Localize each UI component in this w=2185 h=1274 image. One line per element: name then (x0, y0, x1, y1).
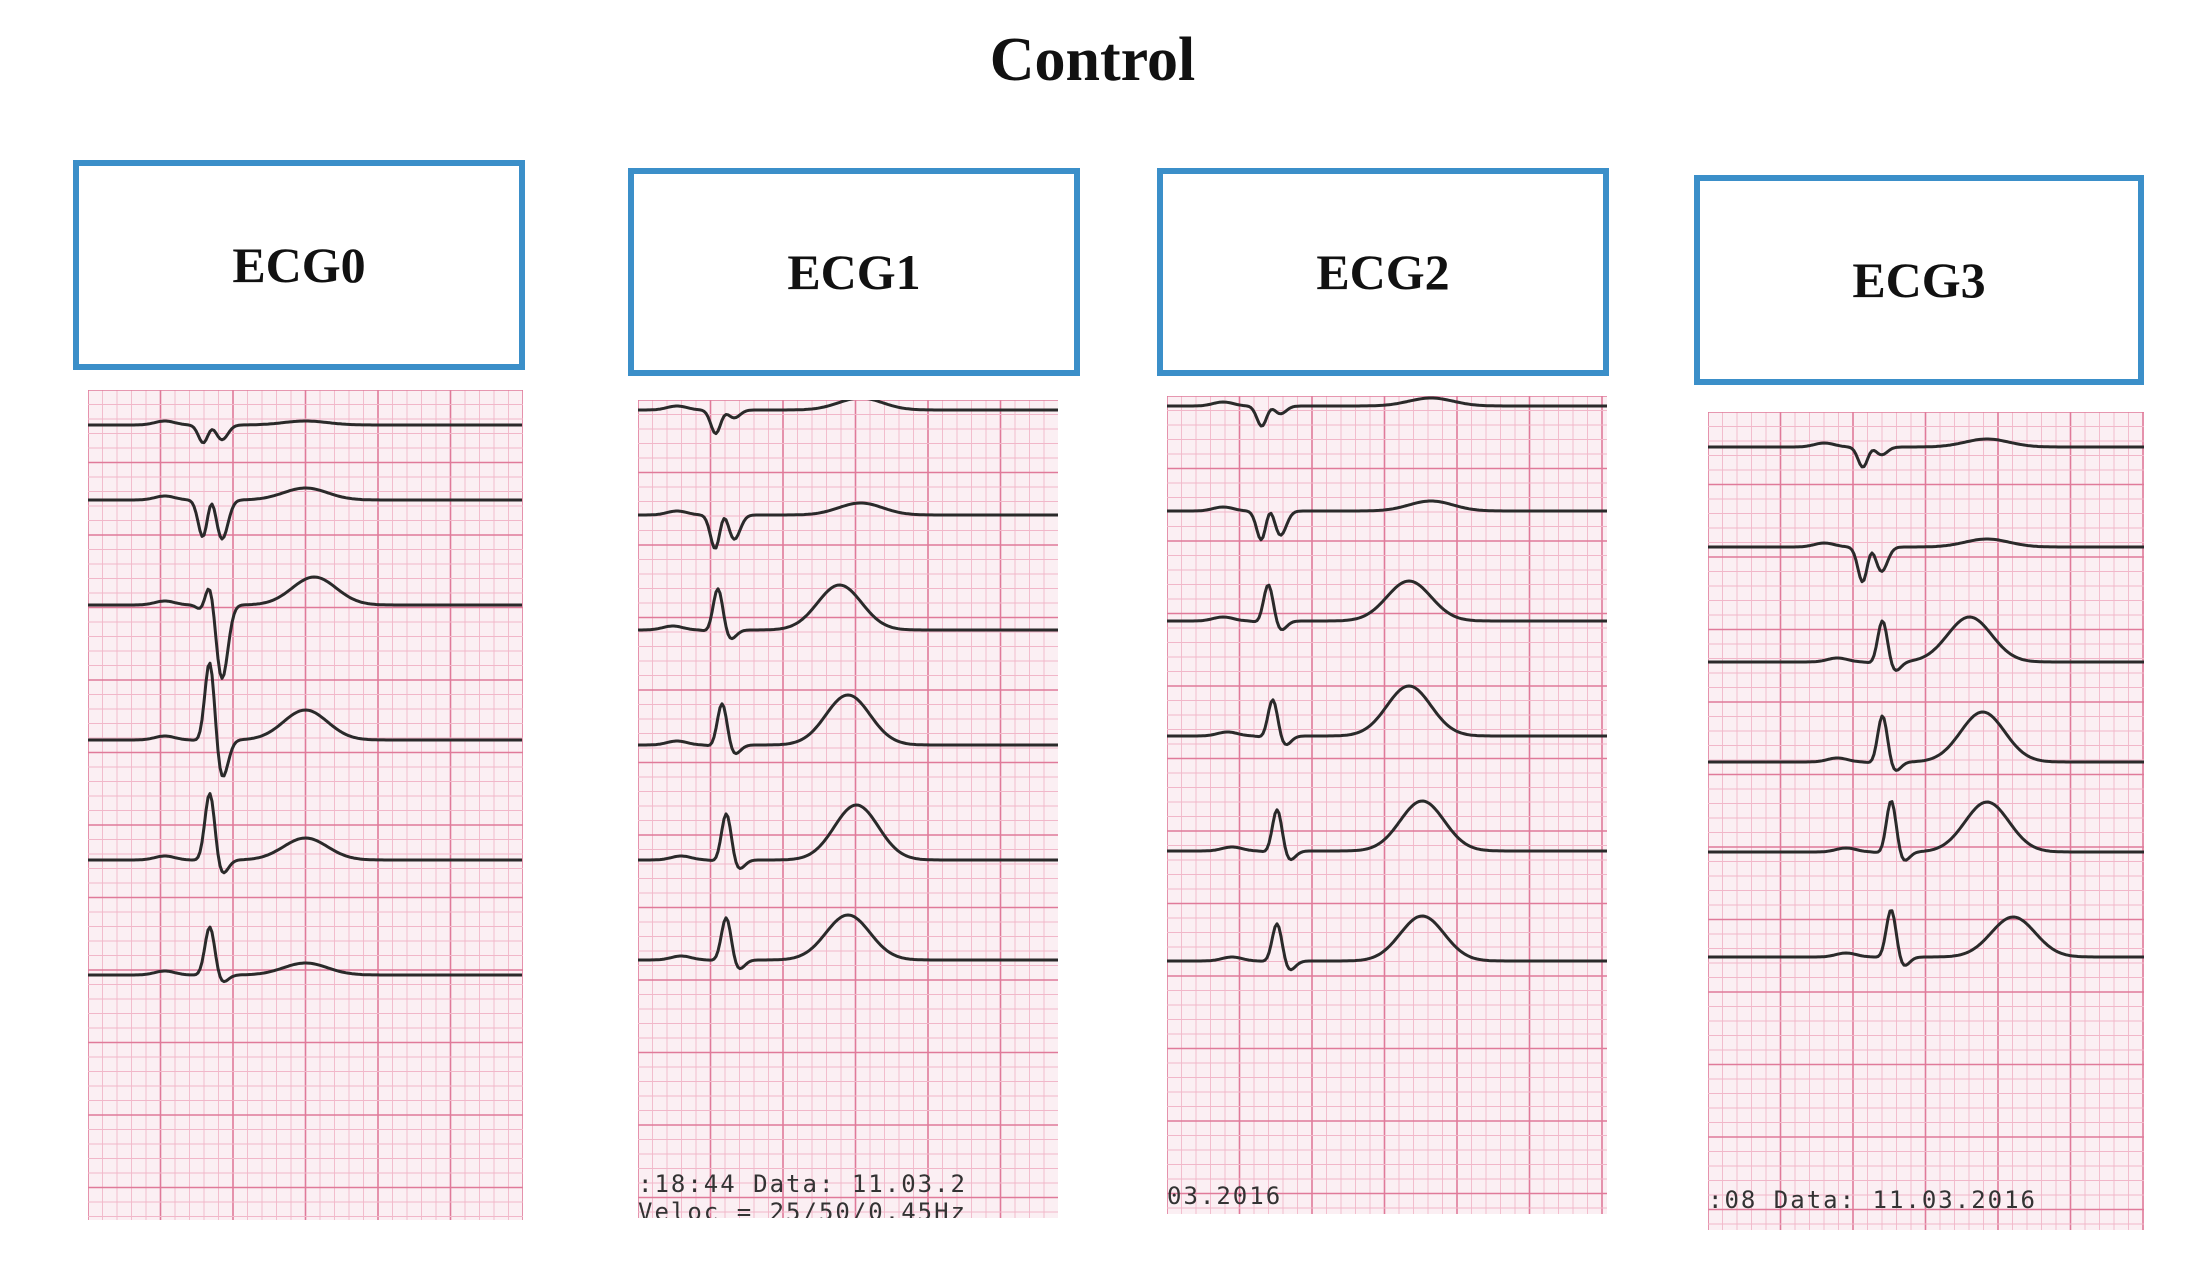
ecg3-trace-2 (1708, 537, 2144, 584)
ecg2-strip: 03.2016 (1167, 396, 1607, 1214)
ecg0-trace-1 (88, 419, 522, 445)
ecg3-trace-5 (1708, 800, 2144, 862)
ecg0-trace-5 (88, 792, 522, 875)
ecg2-footer-line-1: 03.2016 (1167, 1182, 1283, 1210)
ecg3-paper (1708, 412, 2144, 1230)
ecg2-trace-6 (1167, 914, 1607, 972)
ecg1-trace-4 (638, 693, 1058, 756)
ecg2-label-box: ECG2 (1157, 168, 1609, 376)
ecg1-paper (638, 400, 1058, 1218)
ecg3-label: ECG3 (1852, 252, 1986, 308)
ecg1-grid (638, 400, 1058, 1218)
ecg3-trace-3 (1708, 615, 2144, 672)
ecg2-trace-2 (1167, 499, 1607, 542)
ecg3-trace-4 (1708, 710, 2144, 772)
ecg2-paper (1167, 396, 1607, 1214)
ecg1-trace-6 (638, 913, 1058, 971)
ecg1-label: ECG1 (787, 244, 921, 300)
ecg0-trace-2 (88, 486, 522, 541)
ecg2-label: ECG2 (1316, 244, 1450, 300)
ecg0-trace-4 (88, 661, 522, 778)
ecg1-footer-line-1: :18:44 Data: 11.03.2 (638, 1170, 967, 1198)
ecg1-label-box: ECG1 (628, 168, 1080, 376)
ecg3-footer-line-1: :08 Data: 11.03.2016 (1708, 1186, 2037, 1214)
ecg2-trace-3 (1167, 579, 1607, 631)
ecg3-trace-6 (1708, 909, 2144, 967)
ecg2-trace-1 (1167, 396, 1607, 428)
ecg1-strip: :18:44 Data: 11.03.2 Veloc = 25/50/0.45H… (638, 400, 1058, 1218)
page-title: Control (989, 26, 1196, 94)
ecg0-label-box: ECG0 (73, 160, 525, 370)
ecg2-trace-4 (1167, 684, 1607, 747)
ecg1-trace-3 (638, 583, 1058, 641)
ecg1-trace-2 (638, 501, 1058, 550)
ecg0-paper (88, 390, 523, 1220)
ecg0-trace-3 (88, 575, 522, 680)
ecg3-strip: :08 Data: 11.03.2016 (1708, 412, 2144, 1230)
ecg0-strip (88, 390, 523, 1220)
ecg3-trace-1 (1708, 437, 2144, 469)
ecg2-grid (1167, 396, 1607, 1214)
ecg3-label-box: ECG3 (1694, 175, 2144, 385)
ecg1-footer-line-2: Veloc = 25/50/0.45Hz (638, 1198, 967, 1218)
ecg1-trace-1 (638, 400, 1058, 436)
ecg0-trace-6 (88, 925, 522, 984)
ecg3-grid (1708, 412, 2144, 1230)
ecg0-grid (88, 390, 523, 1220)
ecg0-label: ECG0 (232, 237, 366, 293)
ecg2-trace-5 (1167, 799, 1607, 862)
ecg1-trace-5 (638, 803, 1058, 870)
